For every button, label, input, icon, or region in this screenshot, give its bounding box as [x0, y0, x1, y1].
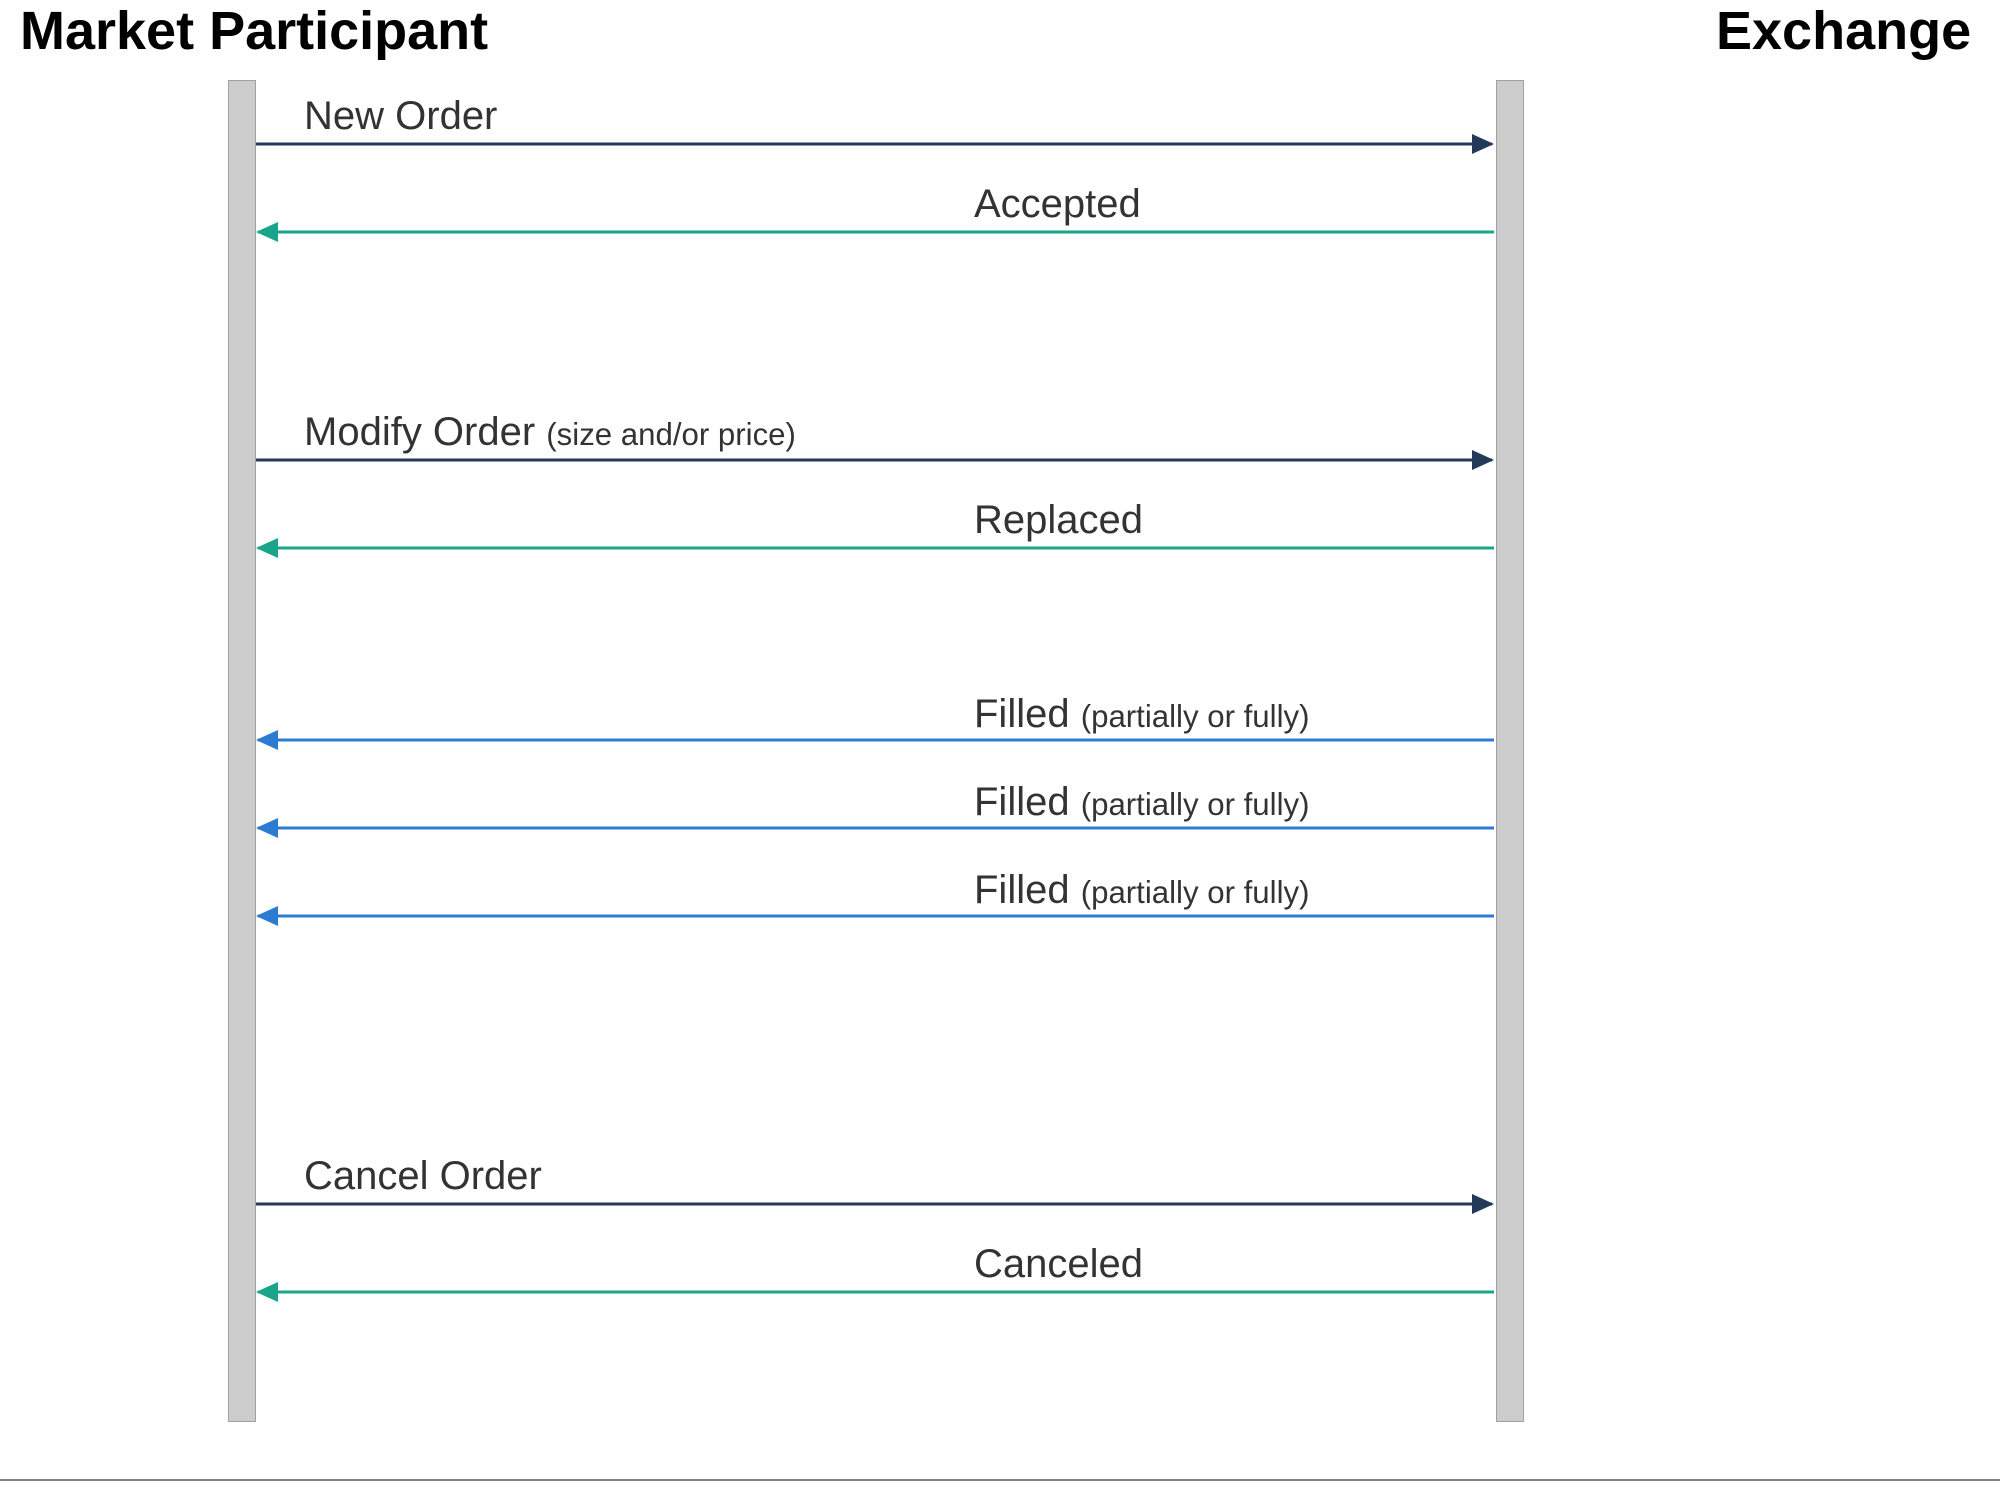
msg-replaced-label: Replaced — [974, 498, 1143, 543]
arrow-head-filled-2 — [256, 818, 278, 838]
arrow-head-accepted — [256, 222, 278, 242]
msg-modify-order-label: Modify Order (size and/or price) — [304, 410, 796, 455]
msg-cancel-order-label: Cancel Order — [304, 1154, 542, 1199]
arrow-head-filled-1 — [256, 730, 278, 750]
msg-canceled-label: Canceled — [974, 1242, 1143, 1287]
sequence-diagram: Market Participant Exchange New Order Ac… — [0, 0, 2000, 1501]
msg-accepted-label: Accepted — [974, 182, 1141, 227]
msg-filled-3-label: Filled (partially or fully) — [974, 868, 1309, 913]
arrow-head-filled-3 — [256, 906, 278, 926]
msg-filled-1-label: Filled (partially or fully) — [974, 692, 1309, 737]
arrow-head-cancel-order — [1472, 1194, 1494, 1214]
arrow-head-modify-order — [1472, 450, 1494, 470]
arrow-head-canceled — [256, 1282, 278, 1302]
msg-filled-2-label: Filled (partially or fully) — [974, 780, 1309, 825]
arrow-head-new-order — [1472, 134, 1494, 154]
arrow-head-replaced — [256, 538, 278, 558]
msg-new-order-label: New Order — [304, 94, 497, 139]
